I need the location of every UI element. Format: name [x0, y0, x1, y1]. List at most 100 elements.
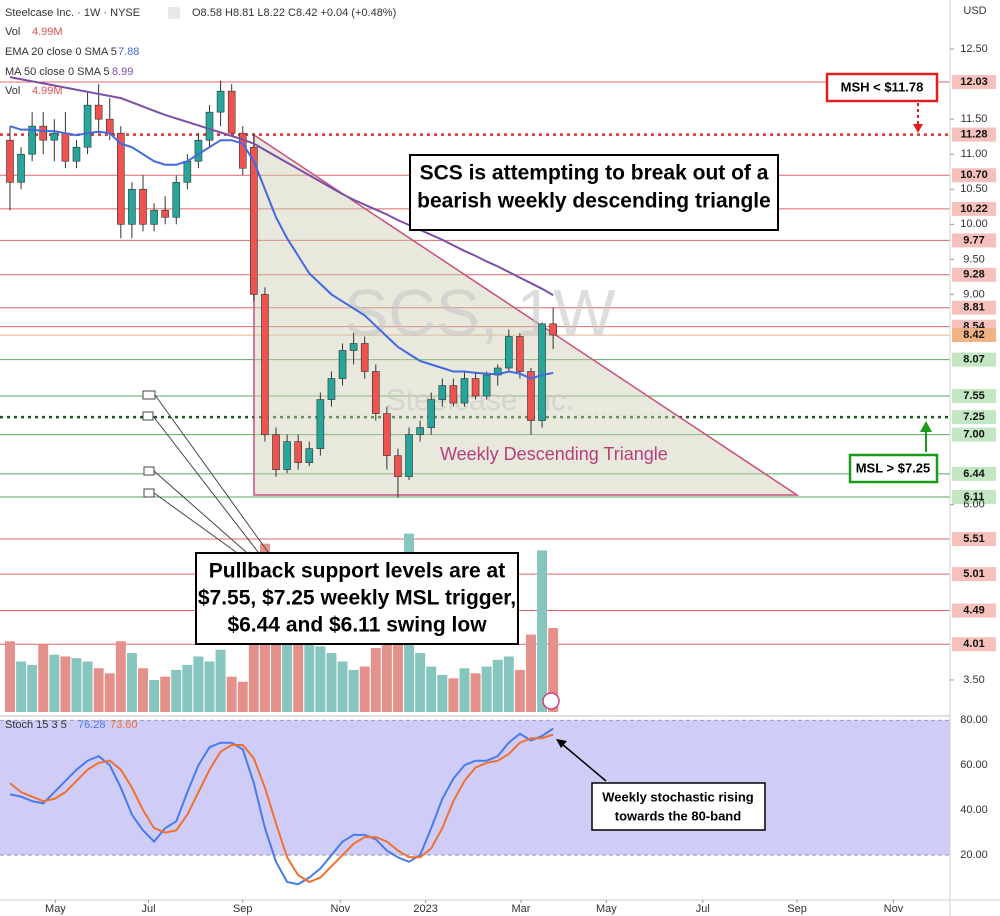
msl-box — [848, 453, 939, 484]
level-label: 12.03 — [960, 76, 988, 88]
level-label-bg — [952, 466, 996, 481]
candle-body — [272, 434, 280, 470]
volume-bar — [138, 668, 148, 712]
pointer-line — [153, 492, 237, 553]
x-tick-label: May — [45, 903, 66, 915]
candle-body — [105, 118, 114, 134]
candle-body — [416, 427, 424, 435]
volume-bar — [115, 641, 126, 712]
candle-body — [294, 441, 302, 463]
volume-bar — [271, 602, 282, 712]
level-label: 10.70 — [960, 169, 988, 181]
volume-bar — [337, 661, 348, 712]
volume-bar — [149, 680, 160, 712]
level-label: 6.44 — [963, 468, 985, 480]
y-tick-label: 3.50 — [963, 674, 984, 686]
volume-bar — [537, 550, 548, 712]
descending-triangle — [253, 133, 800, 496]
x-tick-label: Sep — [787, 903, 807, 915]
under-layer — [0, 81, 950, 856]
level-label: 8.81 — [963, 302, 984, 314]
candle-body — [438, 385, 447, 400]
candle-body — [94, 104, 103, 120]
candle-body — [39, 125, 48, 141]
pointer-line — [152, 415, 259, 553]
volume-bar — [348, 669, 359, 712]
level-label-bg — [952, 532, 996, 547]
pointer-square — [143, 488, 155, 498]
candle-body — [505, 336, 513, 369]
candle-body — [61, 132, 70, 162]
candle-body — [360, 343, 369, 372]
volume-bar — [126, 653, 137, 712]
volume-bar — [204, 661, 215, 712]
volume-bar — [481, 666, 492, 712]
volume-bar — [4, 641, 15, 712]
level-label: 7.25 — [963, 411, 984, 423]
volume-bar — [160, 676, 171, 712]
triangle-label: Weekly Descending Triangle — [440, 444, 668, 464]
volume-bar — [437, 674, 448, 712]
stoch-legend: Stoch 15 3 5 76.28 73.60 — [5, 719, 138, 731]
pullback-line: $6.44 and $6.11 swing low — [227, 614, 487, 637]
candle-body — [216, 90, 225, 113]
candle-body — [161, 209, 169, 218]
y-tick-label: 6.00 — [963, 499, 984, 511]
legend-value: 73.60 — [110, 719, 138, 731]
level-label-bg — [952, 427, 996, 442]
candle-body — [338, 350, 347, 379]
level-label: 8.42 — [963, 329, 984, 341]
volume-bar — [415, 653, 426, 712]
volume-bar — [359, 666, 370, 712]
level-label-bg — [952, 127, 996, 142]
candle-body — [250, 146, 258, 295]
candle-body — [172, 181, 181, 218]
volume-bar — [470, 673, 481, 712]
x-tick-label: Nov — [331, 903, 351, 915]
legend-value: 4.99M — [32, 85, 63, 97]
watermark: SCS, 1W — [344, 275, 616, 349]
x-tick-label: Jul — [142, 903, 156, 915]
level-label: 8.07 — [963, 354, 984, 366]
stoch-note-line: Weekly stochastic rising — [602, 789, 754, 804]
level-label-bg — [952, 567, 996, 582]
pullback-box — [195, 552, 519, 645]
candle-body — [17, 153, 25, 183]
volume-bar — [514, 669, 525, 712]
volume-bar — [381, 644, 392, 712]
stoch-note-line: towards the 80-band — [615, 808, 741, 823]
level-label: 4.01 — [963, 638, 984, 650]
level-label: 4.49 — [963, 604, 984, 616]
candle-body — [205, 111, 214, 141]
volume-bar — [282, 644, 293, 712]
level-label: 11.28 — [961, 128, 988, 140]
legend-name: MA 50 close 0 SMA 5 — [5, 66, 110, 78]
volume-bar — [171, 669, 182, 712]
level-label-bg — [952, 389, 996, 404]
level-label: 7.55 — [963, 390, 984, 402]
legend-name: Vol — [5, 26, 20, 38]
level-label: 5.01 — [963, 568, 984, 580]
volume-bar — [71, 658, 82, 712]
level-label-bg — [952, 267, 996, 282]
candle-body — [527, 371, 535, 421]
level-label-bg — [952, 603, 996, 618]
volume-bar — [503, 656, 514, 712]
candle-body — [549, 323, 557, 336]
volume-bar — [27, 664, 38, 712]
watermark-sub: Steelcase Inc. — [386, 384, 574, 417]
candle-body — [538, 323, 546, 421]
legend-name: EMA 20 close 0 SMA 5 — [5, 46, 117, 58]
level-label-bg — [952, 75, 996, 90]
candle-body — [261, 294, 269, 435]
level-label: 7.00 — [963, 429, 984, 441]
msl-label: MSL > $7.25 — [856, 460, 931, 475]
volume-bar — [392, 639, 403, 712]
candle-body — [316, 399, 325, 449]
x-tick-label: Mar — [512, 903, 531, 915]
headline-line: SCS is attempting to break out of a — [420, 162, 769, 185]
x-tick-label: May — [596, 903, 617, 915]
stoch-note-box — [591, 782, 766, 831]
candle-body — [471, 378, 480, 397]
